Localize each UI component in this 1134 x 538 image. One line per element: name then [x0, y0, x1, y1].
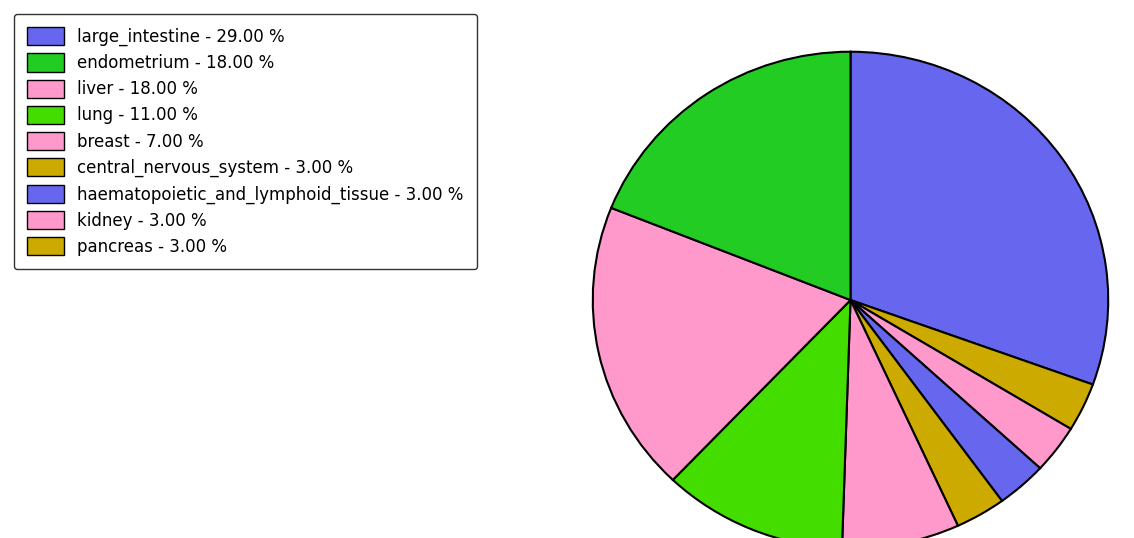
Wedge shape: [850, 300, 1070, 468]
Legend: large_intestine - 29.00 %, endometrium - 18.00 %, liver - 18.00 %, lung - 11.00 : large_intestine - 29.00 %, endometrium -…: [14, 13, 477, 269]
Wedge shape: [593, 208, 850, 480]
Wedge shape: [850, 300, 1040, 501]
Wedge shape: [850, 300, 1002, 526]
Wedge shape: [850, 300, 1093, 429]
Wedge shape: [841, 300, 958, 538]
Wedge shape: [850, 52, 1108, 385]
Wedge shape: [611, 52, 850, 300]
Wedge shape: [672, 300, 850, 538]
